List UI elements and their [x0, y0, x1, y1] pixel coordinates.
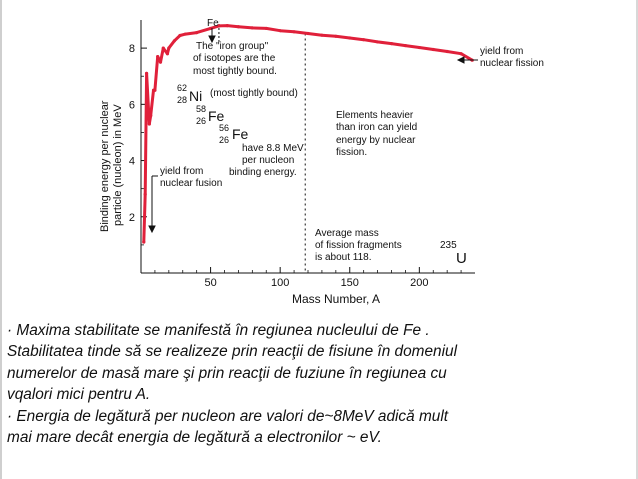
- ni-symbol: Ni: [189, 88, 202, 104]
- avg-mass-note-1: Average mass: [315, 228, 379, 239]
- data-point: [165, 52, 170, 56]
- y-tick-label: 6: [129, 99, 135, 111]
- data-point: [264, 26, 268, 31]
- data-point: [149, 113, 153, 118]
- fe58-mass-number: 58: [196, 104, 206, 114]
- x-tick-label: 50: [204, 277, 216, 289]
- y-axis-label-line1: Binding energy per nuclear: [99, 100, 111, 232]
- data-point: [178, 33, 182, 38]
- bullet-line-5: · Energia de legătură per nucleon are va…: [7, 407, 449, 425]
- heavier-note-4: fission.: [336, 147, 367, 158]
- data-point: [172, 39, 176, 43]
- data-point: [183, 32, 188, 36]
- data-point: [348, 36, 352, 40]
- bullet-line-4: vqalori mici pentru A.: [7, 386, 151, 404]
- data-point: [142, 240, 146, 244]
- fusion-note-1: yield from: [160, 166, 203, 177]
- data-point: [445, 49, 449, 54]
- data-point: [334, 34, 338, 38]
- fe56-symbol: Fe: [232, 126, 249, 142]
- arrowhead-fe-top: [208, 35, 216, 44]
- chart-axes: [140, 20, 475, 274]
- data-point: [225, 24, 229, 28]
- annotation-iron-group-1: The "iron group": [196, 41, 269, 52]
- bullet-text-block: · Maxima stabilitate se manifestă în reg…: [7, 320, 633, 448]
- data-point: [389, 42, 394, 46]
- arrowhead-fusion: [148, 225, 156, 234]
- y-tick-label: 2: [129, 212, 135, 224]
- data-point: [208, 26, 213, 31]
- data-point: [403, 43, 408, 48]
- data-point: [156, 54, 160, 59]
- x-tick-label: 150: [341, 277, 359, 289]
- fe56-note-1: have 8.8 MeV: [242, 143, 304, 154]
- annotation-arrows: [148, 28, 478, 234]
- heavier-note-1: Elements heavier: [336, 110, 414, 121]
- heavier-note-2: than iron can yield: [336, 122, 417, 133]
- heavier-note-3: energy by nuclear: [336, 135, 416, 146]
- bullet-line-3: numerelor de masă mare şi prin reacţii d…: [7, 364, 447, 382]
- annotation-fe-top: Fe: [207, 18, 219, 29]
- y-axis-label-line2: particle (nucleon) in MeV: [112, 104, 124, 226]
- fe56-mass-number: 56: [219, 123, 229, 133]
- annotation-iron-group-2: of isotopes are the: [193, 53, 276, 64]
- fission-note-2: nuclear fission: [480, 58, 544, 69]
- x-tick-label: 200: [410, 277, 428, 289]
- data-point: [161, 46, 165, 50]
- chart-series: [142, 24, 474, 244]
- fe58-atomic-number: 26: [196, 116, 206, 126]
- fe56-note-3: binding energy.: [229, 167, 297, 178]
- data-point: [417, 45, 421, 50]
- data-point: [375, 40, 380, 44]
- annotation-iron-group-3: most tightly bound.: [193, 66, 277, 77]
- data-point: [147, 122, 151, 126]
- data-point: [278, 29, 282, 33]
- fission-note-1: yield from: [480, 46, 523, 57]
- ni-atomic-number: 28: [177, 95, 187, 105]
- binding-energy-chart: 50 100 150 200 2 4 6 8 Mass Number, A Binding e…: [99, 18, 544, 306]
- fe58-symbol: Fe: [208, 108, 225, 124]
- data-point: [292, 30, 296, 34]
- data-point: [143, 192, 147, 196]
- x-tick-label: 100: [271, 277, 289, 289]
- left-border: [0, 0, 2, 479]
- data-point: [250, 26, 254, 30]
- right-border: [636, 0, 638, 479]
- y-tick-label: 4: [129, 156, 135, 168]
- data-point: [306, 31, 310, 36]
- avg-mass-note-2: of fission fragments: [315, 240, 402, 251]
- data-point: [236, 25, 241, 29]
- ni-note: (most tightly bound): [210, 88, 298, 99]
- bullet-line-6: mai mare decât energia de legătură a ele…: [7, 429, 382, 447]
- data-point: [153, 88, 157, 92]
- fusion-note-2: nuclear fusion: [160, 178, 222, 189]
- data-point: [459, 52, 463, 56]
- data-point: [431, 47, 435, 52]
- data-point: [217, 24, 221, 28]
- u-mass-number: 235: [440, 240, 457, 251]
- data-point: [362, 38, 366, 42]
- x-axis-label: Mass Number, A: [292, 292, 380, 306]
- data-point: [144, 71, 149, 76]
- fe56-note-2: per nucleon: [242, 155, 294, 166]
- data-point: [195, 31, 199, 35]
- y-tick-label: 8: [129, 43, 135, 55]
- ni-mass-number: 62: [177, 83, 187, 93]
- data-point: [158, 60, 163, 64]
- chart-ticks: 50 100 150 200 2 4 6 8: [129, 43, 462, 289]
- u-symbol: U: [456, 250, 467, 267]
- arrowhead-fission: [456, 56, 465, 64]
- data-point: [167, 46, 171, 50]
- fe56-atomic-number: 26: [219, 135, 229, 145]
- data-point: [320, 33, 324, 37]
- bullet-line-2: Stabilitatea tinde să se realizeze prin …: [7, 343, 458, 361]
- avg-mass-note-3: is about 118.: [315, 252, 372, 263]
- bullet-line-1: · Maxima stabilitate se manifestă în reg…: [7, 322, 430, 339]
